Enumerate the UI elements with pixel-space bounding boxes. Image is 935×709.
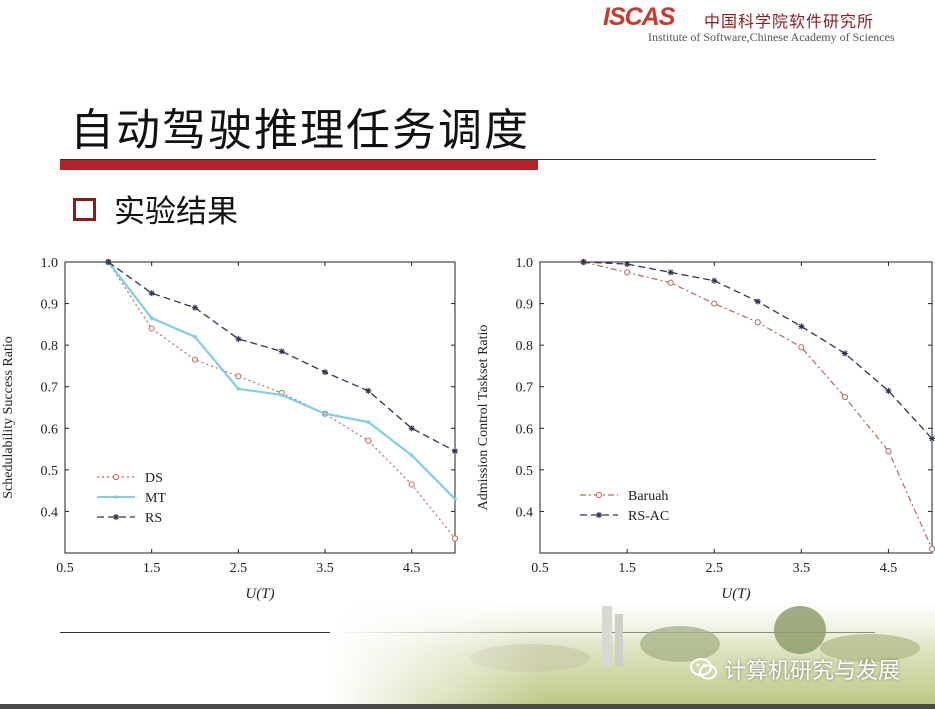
x-tick-label: 4.5: [880, 561, 898, 576]
wechat-icon: [690, 658, 717, 680]
data-point-baruah: [624, 269, 631, 276]
charts-area: 0.4 0.5 0.6 0.7 0.8 0.9 1.0 0.5 1.5 2.5 3.5 4.5 U(T)…: [1, 256, 935, 602]
data-point-rs-ac: [624, 261, 631, 268]
data-point-rs-ac: [580, 259, 587, 265]
data-point-baruah: [798, 344, 805, 351]
data-point-mt: [149, 316, 154, 320]
institute-name: Institute of Software,Chinese Academy of…: [648, 30, 895, 44]
y-tick-label: 0.7: [516, 381, 534, 396]
data-point-rs: [278, 348, 285, 355]
plot-frame: [64, 261, 456, 554]
x-tick-label: 0.5: [531, 561, 549, 576]
iscas-logo: ISCAS 中国科学院软件研究所 Institute of Software,C…: [600, 3, 930, 46]
legend-label: Baruah: [628, 489, 668, 504]
data-point-baruah: [841, 394, 848, 401]
data-point-rs: [105, 259, 112, 265]
y-axis-label: Schedulability Success Ratio: [1, 336, 16, 499]
watermark-text: 计算机研究与发展: [724, 659, 901, 684]
bottom-bar: [0, 704, 935, 709]
y-tick-label: 0.8: [41, 339, 59, 354]
legend-marker: [595, 491, 603, 499]
y-tick-label: 0.4: [41, 505, 59, 520]
wechat-watermark: 计算机研究与发展: [690, 654, 900, 684]
data-point-baruah: [711, 300, 718, 307]
x-tick-label: 2.5: [705, 561, 723, 576]
legend-marker: [114, 495, 118, 499]
x-tick-label: 1.5: [143, 561, 161, 576]
plot-frame: [539, 261, 933, 554]
data-point-rs: [452, 448, 458, 455]
data-point-mt: [366, 420, 371, 424]
data-point-rs-ac: [929, 435, 935, 442]
data-point-rs: [192, 304, 198, 311]
data-point-rs-ac: [885, 387, 892, 394]
y-tick-label: 0.7: [41, 381, 59, 396]
series-line-rs: [107, 261, 456, 452]
data-point-rs: [365, 387, 372, 394]
y-tick-label: 0.4: [516, 505, 534, 520]
data-point-rs-ac: [754, 298, 761, 305]
logo-mark: ISCAS: [603, 3, 675, 31]
legend-label: MT: [145, 491, 166, 506]
data-point-rs: [235, 335, 242, 342]
x-tick-label: 3.5: [793, 561, 811, 576]
legend-marker: [113, 514, 119, 520]
y-tick-label: 0.9: [41, 298, 59, 313]
x-axis-label: U(T): [721, 586, 750, 602]
y-tick-label: 0.8: [516, 339, 534, 354]
x-tick-label: 1.5: [618, 561, 636, 576]
y-tick-label: 0.5: [41, 464, 59, 479]
data-point-mt: [236, 386, 241, 391]
data-point-baruah: [885, 448, 892, 455]
data-point-mt: [453, 497, 457, 501]
x-tick-label: 4.5: [403, 561, 421, 576]
data-point-rs-ac: [798, 323, 805, 330]
chart-2: 0.4 0.5 0.6 0.7 0.8 0.9 1.0 0.5 1.5 2.5 3.5 4.5 U(T)…: [476, 256, 935, 602]
legend-label: RS: [145, 511, 162, 526]
campus-scenery-image: [330, 600, 935, 709]
data-point-mt: [409, 453, 414, 458]
x-tick-label: 3.5: [316, 561, 334, 576]
title-thin-rule: [60, 159, 876, 160]
y-tick-label: 1.0: [516, 256, 534, 271]
data-point-mt: [193, 335, 197, 339]
slide-title: 自动驾驶推理任务调度: [70, 105, 530, 156]
data-point-ds: [365, 437, 372, 444]
y-tick-label: 0.5: [516, 464, 534, 479]
title-red-rule: [60, 160, 538, 170]
bullet-text: 实验结果: [114, 194, 238, 230]
chart-1: 0.4 0.5 0.6 0.7 0.8 0.9 1.0 0.5 1.5 2.5 3.5 4.5 U(T)…: [1, 256, 459, 602]
logo-chinese-name: 中国科学院软件研究所: [704, 12, 875, 31]
legend-label: RS-AC: [628, 509, 669, 524]
data-point-ds: [451, 535, 459, 542]
x-axis-label: U(T): [245, 586, 274, 602]
y-tick-label: 1.0: [41, 256, 59, 271]
data-point-rs-ac: [711, 277, 718, 284]
data-point-rs-ac: [841, 350, 848, 357]
data-point-mt: [323, 411, 327, 416]
data-point-ds: [148, 325, 155, 332]
y-axis-label: Admission Control Taskset Ratio: [476, 325, 491, 511]
y-tick-label: 0.9: [516, 298, 534, 313]
data-point-baruah: [928, 545, 935, 552]
x-tick-label: 2.5: [230, 561, 248, 576]
legend-label: DS: [145, 471, 163, 486]
x-tick-label: 0.5: [56, 561, 74, 576]
y-tick-label: 0.6: [516, 422, 534, 437]
data-point-ds: [408, 481, 415, 488]
data-point-ds: [235, 373, 242, 380]
data-point-rs: [408, 425, 415, 432]
data-point-rs: [322, 369, 328, 376]
bullet-square-icon: [73, 198, 96, 221]
legend-marker: [596, 512, 602, 518]
data-point-baruah: [754, 319, 761, 326]
data-point-mt: [279, 393, 284, 397]
data-point-rs: [148, 290, 155, 297]
legend-marker: [112, 473, 120, 481]
y-tick-label: 0.6: [41, 422, 59, 437]
data-point-baruah: [667, 279, 674, 286]
data-point-rs-ac: [667, 269, 674, 276]
data-point-ds: [191, 356, 199, 363]
